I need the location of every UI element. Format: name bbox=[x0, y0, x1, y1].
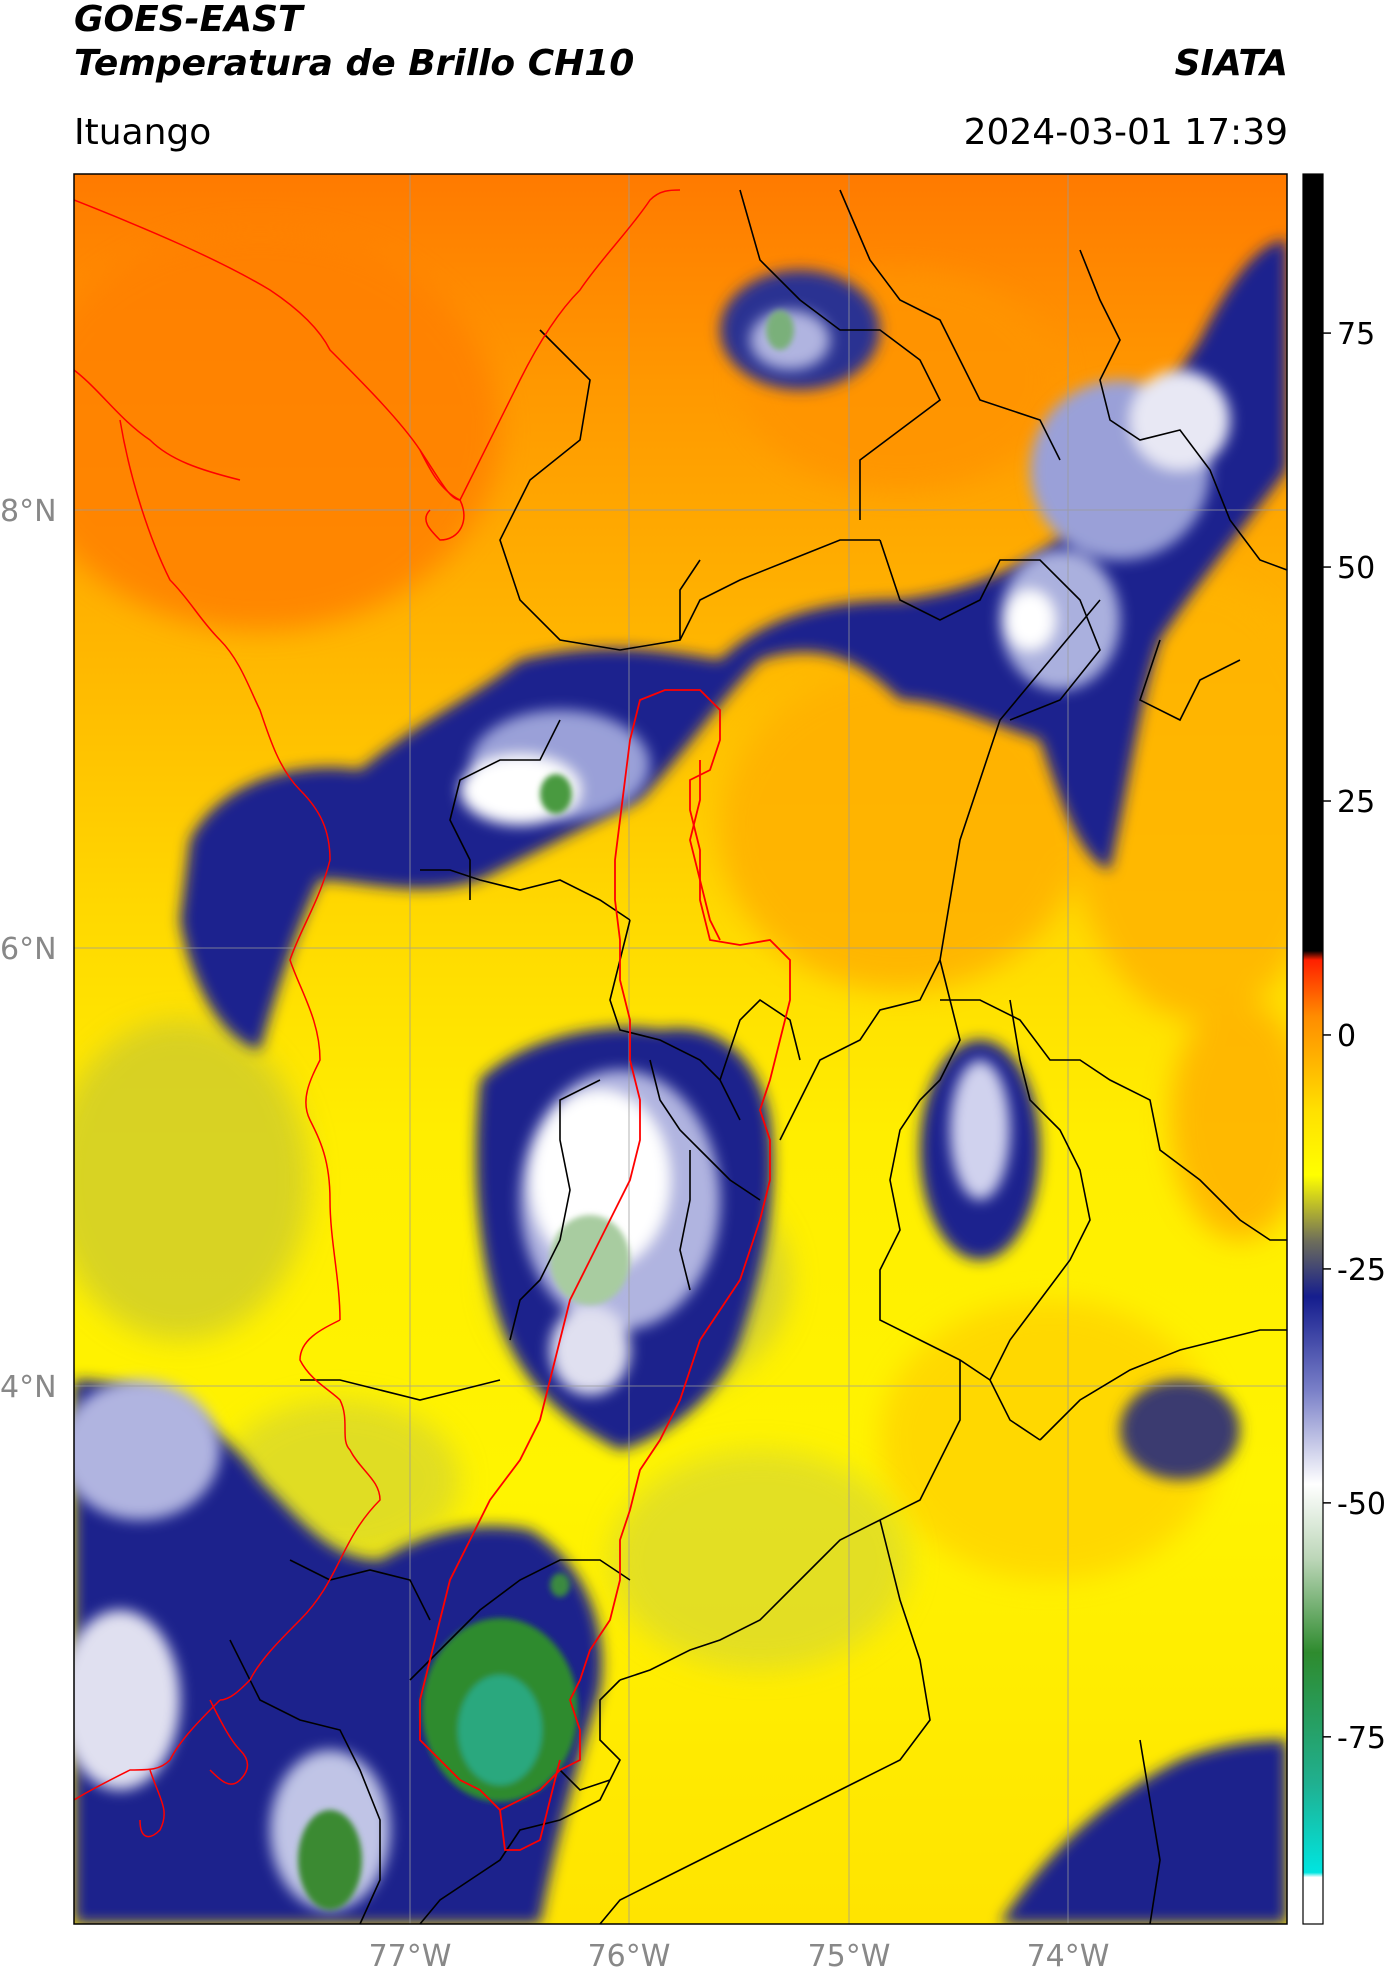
region-outline bbox=[419, 689, 791, 1851]
datetime-label: 2024-03-01 17:39 bbox=[963, 112, 1288, 153]
lat-label-6n: 6°N bbox=[0, 932, 57, 967]
region-label: Ituango bbox=[74, 112, 212, 153]
lon-label-75w: 75°W bbox=[808, 1939, 891, 1974]
brand-label: SIATA bbox=[1174, 43, 1288, 84]
colorbar-ticks: 75 50 25 0 -25 -50 -75 bbox=[1323, 317, 1384, 1756]
coastline bbox=[74, 189, 681, 1838]
brightness-temperature-field bbox=[74, 174, 1287, 1924]
lon-label-76w: 76°W bbox=[588, 1939, 671, 1974]
satellite-title: GOES-EAST bbox=[74, 0, 303, 40]
colorbar-tick-label: 25 bbox=[1337, 785, 1375, 820]
colorbar-tick-label: 0 bbox=[1337, 1019, 1356, 1054]
lon-label-77w: 77°W bbox=[369, 1939, 452, 1974]
lat-label-4n: 4°N bbox=[0, 1370, 57, 1405]
department-boundaries bbox=[229, 189, 1287, 1924]
colorbar-scale bbox=[1302, 173, 1324, 1925]
product-title: Temperatura de Brillo CH10 bbox=[74, 43, 635, 84]
colorbar-tick-label: 75 bbox=[1337, 317, 1375, 352]
lon-label-74w: 74°W bbox=[1027, 1939, 1110, 1974]
map-gridlines bbox=[74, 174, 1287, 1924]
colorbar-tick-label: -25 bbox=[1337, 1253, 1384, 1288]
colorbar-tick-label: 50 bbox=[1337, 551, 1375, 586]
colorbar-tick-label: -50 bbox=[1337, 1487, 1384, 1522]
axis-labels: 8°N 6°N 4°N 77°W 76°W 75°W 74°W bbox=[0, 494, 1109, 1974]
map-frame bbox=[73, 173, 1288, 1925]
colorbar: 75 50 25 0 -25 -50 -75 bbox=[1302, 173, 1384, 1925]
lat-label-8n: 8°N bbox=[0, 494, 57, 529]
colorbar-tick-label: -75 bbox=[1337, 1721, 1384, 1756]
